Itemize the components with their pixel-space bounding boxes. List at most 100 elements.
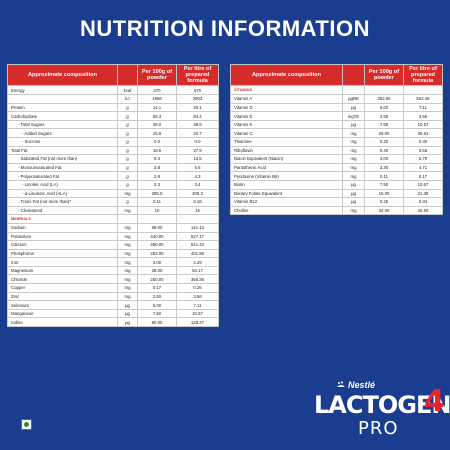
table-row: Iodine µg 90.00 128.27	[7, 317, 219, 328]
table-row: Pantothenic Acid mg 3.30 4.71	[230, 162, 443, 173]
value-per-100g: 7.50	[364, 179, 404, 190]
value-per-litre: 0.0	[176, 137, 219, 147]
value-per-100g: 2.50	[137, 291, 177, 302]
table-row: Energy kcal 470 670	[7, 85, 219, 95]
page-title: NUTRITION INFORMATION	[80, 16, 370, 41]
nutrient-unit: mg	[117, 188, 138, 199]
vegetarian-mark-icon	[21, 419, 32, 430]
value-per-litre: 4.3	[176, 171, 219, 181]
value-per-litre: 3.4	[176, 179, 219, 190]
nutrient-unit: mg	[342, 145, 365, 156]
value-per-100g: 450.00	[137, 240, 177, 250]
value-per-100g: 9.3	[137, 154, 177, 164]
value-per-litre: 141.13	[176, 222, 219, 233]
value-per-litre: 27.9	[176, 145, 219, 156]
table-row: - Total Sugars g 28.0 39.9	[7, 119, 219, 130]
left-table-body: Energy kcal 470 670 kJ 1966 2803 Protein g 14.1 20…	[7, 85, 219, 328]
value-per-100g: 28.0	[137, 119, 177, 130]
nutrition-table-left: Approximate composition Per 100g of powd…	[7, 63, 219, 328]
value-per-litre: 0.26	[176, 283, 219, 293]
value-per-100g: 5.00	[137, 300, 177, 310]
nutrient-name: Zinc	[7, 291, 118, 302]
nutrient-name: - α-Linolenic Acid (ALA)	[7, 188, 118, 199]
nutrient-unit: mg	[117, 222, 138, 233]
table-row: - α-Linolenic Acid (ALA) mg 285.0 406.3	[7, 188, 219, 199]
nutrient-name: - Monounsaturated Fat	[7, 162, 118, 173]
nutrient-unit: mgTE	[342, 111, 365, 121]
header-unit	[342, 63, 365, 87]
nutrient-name: - Polyunsaturated Fat	[7, 171, 118, 181]
value-per-litre: 7.11	[403, 102, 443, 113]
table-row: Selenium µg 5.00 7.11	[7, 300, 219, 310]
nutrient-unit: g	[117, 111, 138, 121]
value-per-litre	[176, 214, 219, 224]
table-row: Choline mg 32.00 45.60	[230, 205, 443, 216]
value-per-100g: 282.00	[137, 248, 177, 259]
value-per-100g: 25.00	[364, 128, 404, 138]
value-per-100g: 14.1	[137, 102, 177, 113]
nutrient-name: - Linoleic Acid (LA)	[7, 179, 118, 190]
nutrient-name: Protein	[7, 102, 118, 113]
nutrient-unit: mg	[342, 162, 365, 173]
value-per-100g: 0.11	[364, 171, 404, 181]
value-per-litre: 39.9	[176, 119, 219, 130]
value-per-100g: 0.11	[137, 197, 177, 207]
stage-number: 4	[424, 384, 445, 419]
table-row: - Sucrose g 0.0 0.0	[7, 137, 219, 147]
nutrient-unit: mg	[117, 283, 138, 293]
table-row: Total Fat g 19.6 27.9	[7, 145, 219, 156]
nutrient-name: Manganese	[7, 308, 118, 319]
nutrient-unit: g	[117, 154, 138, 164]
value-per-litre: 45.60	[403, 205, 443, 216]
nutrient-name: Dietary Folate Equivalent	[230, 188, 343, 199]
value-per-100g: 15.00	[364, 188, 404, 199]
value-per-litre: 10.67	[403, 119, 443, 130]
nutrient-unit: kJ	[117, 94, 138, 104]
value-per-litre: 4.71	[403, 162, 443, 173]
value-per-litre: 0.17	[403, 171, 443, 181]
nutrient-unit: µg	[342, 197, 365, 207]
value-per-litre: 356.36	[176, 274, 219, 285]
value-per-100g: 2.50	[364, 111, 404, 121]
value-per-100g: 0.40	[364, 145, 404, 156]
nutrient-name: - Total Sugars	[7, 119, 118, 130]
nutrient-name: Riboflavin	[230, 145, 343, 156]
table-row: - Monounsaturated Fat g 3.8 5.6	[7, 162, 219, 173]
value-per-litre: 401.96	[176, 248, 219, 259]
value-per-100g: 59.3	[137, 111, 177, 121]
nutrient-name: Phosphorus	[7, 248, 118, 259]
table-row: Calcium mg 450.00 641.44	[7, 240, 219, 250]
nutrient-unit: g	[117, 197, 138, 207]
nutrient-name: Iron	[7, 257, 118, 267]
value-per-litre: 4.29	[176, 257, 219, 267]
value-per-litre: 5.6	[176, 162, 219, 173]
nutrient-name: Biotin	[230, 179, 343, 190]
table-row: Biotin µg 7.50 10.67	[230, 179, 443, 190]
nutrient-unit: g	[117, 137, 138, 147]
nutrient-unit: g	[117, 128, 138, 138]
value-per-100g: 440.00	[137, 231, 177, 242]
value-per-100g: 7.50	[364, 119, 404, 130]
value-per-100g: 38.00	[137, 265, 177, 276]
value-per-litre: 22.7	[176, 128, 219, 138]
value-per-litre: 10.67	[403, 179, 443, 190]
nutrient-unit: µg	[342, 102, 365, 113]
value-per-litre: 627.17	[176, 231, 219, 242]
nutrient-name: Iodine	[7, 317, 118, 328]
table-row: Vitamin B12 µg 0.25 0.34	[230, 197, 443, 207]
nutrient-unit: mg	[117, 248, 138, 259]
value-per-100g: 3.30	[364, 162, 404, 173]
value-per-litre: 0.30	[403, 137, 443, 147]
value-per-litre: 3.56	[403, 111, 443, 121]
table-row: - Saturated Fat (not more than) g 9.3 13.6	[7, 154, 219, 164]
value-per-litre: 641.44	[176, 240, 219, 250]
value-per-100g: 10	[137, 205, 177, 216]
nutrient-name: Vitamin B12	[230, 197, 343, 207]
nutrient-unit: mg	[117, 231, 138, 242]
nutrient-name: Pyridoxine (Vitamin B6)	[230, 171, 343, 181]
value-per-100g: 15.9	[137, 128, 177, 138]
header-composition: Approximate composition	[7, 63, 118, 87]
nutrient-name: Vitamin A	[230, 94, 343, 104]
